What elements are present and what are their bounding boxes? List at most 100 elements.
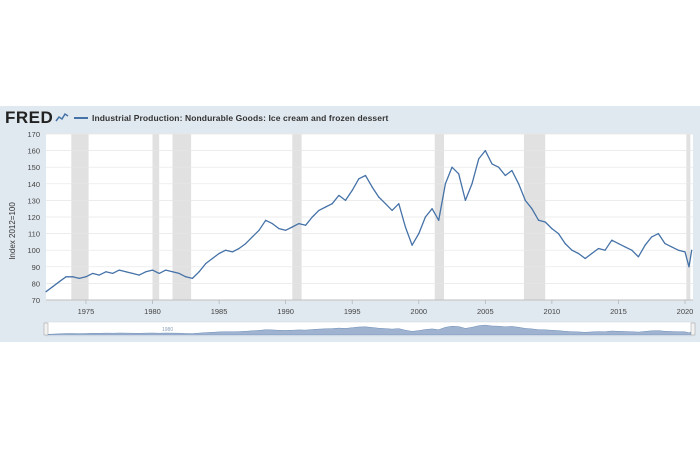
data-point <box>58 281 60 283</box>
data-point <box>557 233 560 235</box>
data-point <box>611 239 613 241</box>
data-point <box>544 221 546 223</box>
data-point <box>138 274 140 276</box>
data-point <box>165 269 167 271</box>
data-point <box>531 208 533 210</box>
data-point <box>131 272 134 275</box>
range-navigator[interactable]: 1980 <box>0 106 700 342</box>
data-point <box>98 274 100 276</box>
data-point <box>211 257 214 260</box>
data-point <box>331 203 333 205</box>
data-point <box>571 249 573 251</box>
data-point <box>65 276 67 278</box>
data-point <box>251 236 253 238</box>
data-point <box>511 169 513 172</box>
data-point <box>371 186 373 188</box>
data-point <box>245 242 247 245</box>
navigator-label: 1980 <box>162 327 173 333</box>
x-tick-label: 1995 <box>344 307 361 316</box>
data-point <box>158 272 160 275</box>
y-tick-label: 90 <box>32 263 40 272</box>
data-point <box>491 163 493 165</box>
data-point <box>431 208 433 210</box>
data-point <box>358 178 360 180</box>
data-point <box>338 194 340 197</box>
data-point <box>198 271 200 273</box>
data-point <box>72 276 74 278</box>
data-point <box>351 189 353 192</box>
data-point <box>657 233 659 235</box>
data-point <box>478 158 480 160</box>
y-tick-label: 160 <box>27 147 40 156</box>
line-chart[interactable]: 70 80 90 100 110 120 130 140 150 160 170 1975 1980 19… <box>0 106 700 342</box>
data-point <box>324 206 327 208</box>
range-handle-icon[interactable] <box>43 322 49 336</box>
data-point <box>537 219 540 221</box>
data-point <box>664 242 666 245</box>
data-point <box>111 272 114 275</box>
y-tick-label: 170 <box>27 130 40 139</box>
data-point <box>617 242 620 245</box>
data-point <box>271 223 273 225</box>
data-point <box>424 216 427 218</box>
data-point <box>185 276 187 278</box>
data-point <box>391 209 393 211</box>
legend-label: Industrial Production: Nondurable Goods:… <box>92 113 389 123</box>
data-point <box>631 249 633 251</box>
navigator-series <box>45 324 692 336</box>
chart-panel: FRED Industrial Production: Nondurable G… <box>0 106 700 342</box>
data-point <box>677 249 679 251</box>
fred-logo[interactable]: FRED <box>5 108 54 127</box>
x-tick-label: 1985 <box>211 307 228 316</box>
y-tick-label: 70 <box>32 296 40 305</box>
data-point <box>178 272 180 275</box>
data-point <box>171 271 174 273</box>
legend-swatch <box>74 117 88 119</box>
data-point <box>52 286 54 288</box>
data-point <box>125 271 127 273</box>
y-tick-label: 100 <box>27 246 40 255</box>
series-layer <box>45 149 693 293</box>
data-point <box>258 229 260 231</box>
data-point <box>378 196 380 198</box>
data-point <box>471 183 473 185</box>
data-point <box>504 174 506 177</box>
data-point <box>671 246 673 248</box>
data-point <box>484 150 486 152</box>
data-point <box>278 228 280 230</box>
data-point <box>225 249 227 251</box>
data-point <box>344 199 347 201</box>
data-point <box>498 166 500 168</box>
legend[interactable]: Industrial Production: Nondurable Goods:… <box>74 111 388 125</box>
data-point <box>205 262 207 265</box>
x-tick-label: 2020 <box>677 307 694 316</box>
data-point <box>285 229 287 231</box>
data-point <box>444 183 446 185</box>
data-point <box>118 269 120 271</box>
data-point <box>591 252 593 255</box>
y-tick-label: 150 <box>27 163 40 172</box>
data-point <box>577 252 580 255</box>
x-tick-label: 2000 <box>410 307 427 316</box>
x-tick-label: 2005 <box>477 307 494 316</box>
data-point <box>438 219 440 221</box>
data-point <box>464 199 466 201</box>
data-point <box>85 276 87 278</box>
x-tick-label: 1980 <box>144 307 161 316</box>
data-point <box>688 266 690 268</box>
navigator-area <box>45 324 692 336</box>
data-point <box>291 226 293 228</box>
data-point <box>518 183 520 185</box>
data-point <box>238 247 240 250</box>
data-point <box>45 291 47 293</box>
data-point <box>311 216 313 218</box>
range-handle-icon[interactable] <box>690 322 696 336</box>
data-point <box>691 249 693 251</box>
data-point <box>265 219 267 221</box>
data-point <box>105 271 107 273</box>
data-point <box>597 247 600 250</box>
data-point <box>418 233 420 235</box>
data-point <box>231 251 233 253</box>
data-point <box>564 242 566 245</box>
data-point <box>458 173 460 175</box>
